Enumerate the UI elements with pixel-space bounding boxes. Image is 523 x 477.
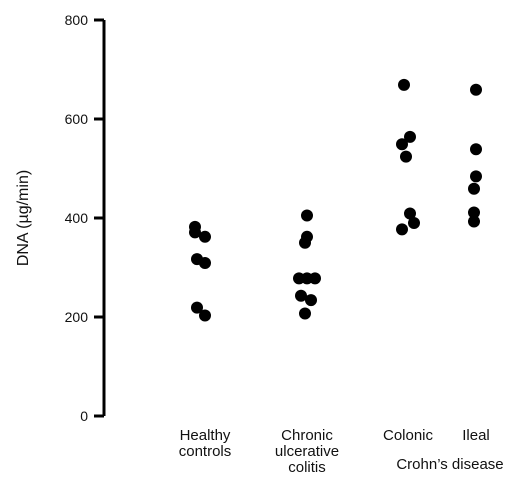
category-label: Healthy controls — [179, 427, 232, 460]
category-label: Chronic ulcerative colitis — [275, 427, 339, 476]
data-point — [396, 223, 408, 236]
category-label-line: controls — [179, 443, 232, 460]
data-point — [468, 206, 480, 219]
data-point — [305, 294, 317, 307]
data-point — [470, 83, 482, 96]
data-point — [396, 138, 408, 151]
category-label-line: ulcerative — [275, 443, 339, 460]
data-point — [470, 143, 482, 156]
data-point — [468, 215, 480, 228]
y-tick-label-400: 400 — [65, 210, 89, 226]
data-point — [470, 170, 482, 183]
data-point — [408, 216, 420, 229]
y-tick-label-600: 600 — [65, 111, 89, 127]
data-point — [400, 150, 412, 163]
category-label: Ileal — [462, 427, 490, 444]
category-label: Colonic — [383, 427, 434, 444]
category-label-line: Chronic — [281, 427, 333, 444]
data-point — [299, 236, 311, 249]
y-tick-label-0: 0 — [80, 408, 88, 424]
data-point — [309, 272, 321, 285]
category-label-line: Colonic — [383, 427, 434, 444]
y-tick-label-200: 200 — [65, 309, 89, 325]
data-point — [398, 78, 410, 91]
category-label-line: Healthy — [180, 427, 231, 444]
y-axis-label: DNA (µg/min) — [15, 170, 32, 266]
data-point — [199, 230, 211, 243]
data-point — [299, 307, 311, 320]
data-point — [189, 226, 201, 239]
y-axis: 0 200 400 600 800 — [65, 12, 106, 424]
data-point — [295, 289, 307, 302]
data-point — [199, 309, 211, 322]
data-point — [199, 257, 211, 270]
data-point — [191, 301, 203, 314]
category-label-line: Ileal — [462, 427, 490, 444]
data-point — [301, 209, 313, 222]
data-point — [404, 130, 416, 143]
category-label-line: colitis — [288, 459, 326, 476]
crohns-group-label: Crohn’s disease — [396, 456, 503, 473]
y-tick-label-800: 800 — [65, 12, 89, 28]
data-point — [404, 207, 416, 220]
data-points — [189, 78, 482, 322]
data-point — [468, 182, 480, 195]
